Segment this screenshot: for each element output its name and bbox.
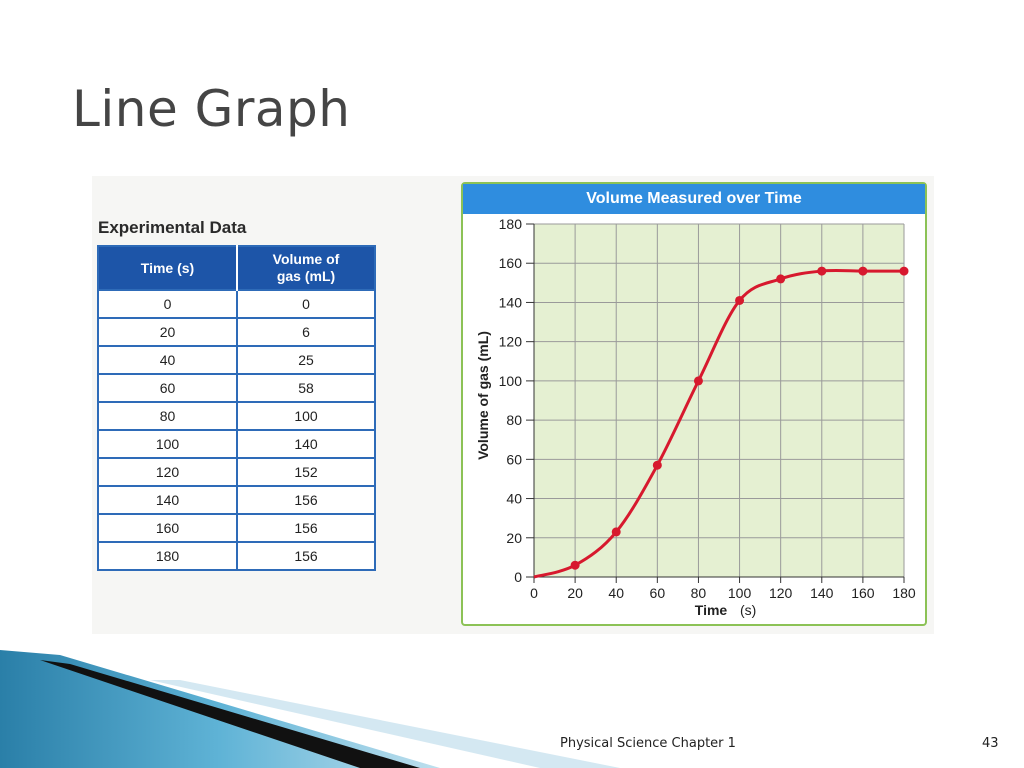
time-cell: 40 (97, 345, 238, 375)
volume-cell: 58 (236, 373, 376, 403)
x-tick-label: 120 (769, 585, 793, 601)
table-row: 140 156 (97, 485, 376, 515)
data-point (899, 266, 909, 276)
x-tick-label: 20 (567, 585, 583, 601)
table-row: 160 156 (97, 513, 376, 543)
y-tick-label: 40 (506, 491, 522, 507)
line-chart: 0 20 40 60 80 100 120 140 160 180 0 20 40 60 80 100 120 1… (475, 216, 916, 618)
table-header-row: Time (s) Volume of gas (mL) (98, 246, 375, 290)
x-axis-label: Time (695, 602, 728, 618)
data-point (776, 274, 786, 284)
table-row: 120 152 (97, 457, 376, 487)
time-cell: 80 (97, 401, 238, 431)
experimental-data-table: Time (s) Volume of gas (mL) 0 0 20 6 40 25 60 5… (97, 245, 376, 571)
time-cell: 180 (97, 541, 238, 571)
data-point (735, 295, 745, 305)
table-title: Experimental Data (98, 218, 247, 237)
series-line (533, 268, 904, 579)
volume-cell: 156 (236, 485, 376, 515)
time-cell: 20 (97, 317, 238, 347)
y-axis-label: Volume of gas (mL) (475, 331, 491, 460)
time-cell: 0 (97, 289, 238, 319)
y-tick-label: 0 (514, 569, 522, 585)
x-tick-label: 0 (530, 585, 538, 601)
chart-title: Volume Measured over Time (463, 184, 925, 214)
time-cell: 100 (97, 429, 238, 459)
x-tick-label: 80 (691, 585, 707, 601)
table-row: 20 6 (97, 317, 376, 347)
time-cell: 60 (97, 373, 238, 403)
y-tick-label: 160 (499, 255, 523, 271)
volume-cell: 156 (236, 513, 376, 543)
time-cell: 140 (97, 485, 238, 515)
data-point (858, 266, 868, 276)
time-cell: 160 (97, 513, 238, 543)
volume-cell: 6 (236, 317, 376, 347)
volume-cell: 156 (236, 541, 376, 571)
x-tick-label: 100 (728, 585, 752, 601)
volume-cell: 152 (236, 457, 376, 487)
y-tick-label: 180 (499, 216, 523, 232)
footer-text: Physical Science Chapter 1 (560, 736, 736, 751)
volume-cell: 100 (236, 401, 376, 431)
plot-area (534, 224, 904, 577)
y-tick-label: 20 (506, 530, 522, 546)
column-header-volume-text: Volume of gas (mL) (272, 251, 340, 284)
volume-cell: 25 (236, 345, 376, 375)
x-tick-label: 180 (892, 585, 916, 601)
table-row: 100 140 (97, 429, 376, 459)
table-row: 80 100 (97, 401, 376, 431)
y-tick-label: 100 (499, 373, 523, 389)
x-tick-label: 40 (608, 585, 624, 601)
column-header-volume: Volume of gas (mL) (237, 246, 375, 290)
x-axis-unit: (s) (740, 602, 756, 618)
x-tick-label: 140 (810, 585, 834, 601)
y-tick-label: 60 (506, 451, 522, 467)
column-header-time: Time (s) (98, 246, 238, 290)
y-tick-label: 140 (499, 294, 523, 310)
chart-panel: Volume Measured over Time 0 20 40 60 80 100 12… (461, 182, 927, 626)
table-row: 60 58 (97, 373, 376, 403)
data-point (693, 376, 703, 386)
table-row: 40 25 (97, 345, 376, 375)
data-point (570, 560, 580, 570)
data-point (652, 460, 662, 470)
data-point (817, 266, 827, 276)
x-tick-label: 60 (650, 585, 666, 601)
volume-cell: 140 (236, 429, 376, 459)
page-number: 43 (982, 736, 999, 751)
volume-cell: 0 (236, 289, 376, 319)
y-tick-label: 80 (506, 412, 522, 428)
time-cell: 120 (97, 457, 238, 487)
x-tick-label: 160 (851, 585, 875, 601)
data-point (611, 527, 621, 537)
table-row: 180 156 (97, 541, 376, 571)
y-tick-label: 120 (499, 334, 523, 350)
slide-title: Line Graph (72, 80, 351, 138)
